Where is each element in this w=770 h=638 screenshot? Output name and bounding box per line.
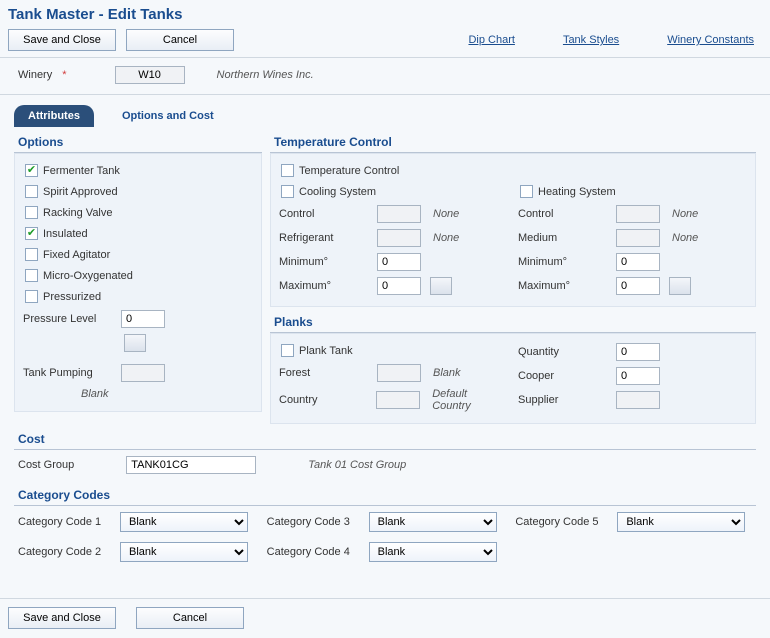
heating-control-input[interactable] <box>616 205 660 223</box>
country-label: Country <box>279 394 370 406</box>
cat5-label: Category Code 5 <box>515 516 611 528</box>
cancel-button-bottom[interactable]: Cancel <box>136 607 244 629</box>
chk-insulated[interactable]: ✔ <box>25 227 38 240</box>
cat2-select[interactable]: Blank <box>120 542 248 562</box>
cooper-label: Cooper <box>518 370 610 382</box>
heating-min-label: Minimum° <box>518 256 610 268</box>
save-close-button-bottom[interactable]: Save and Close <box>8 607 116 629</box>
lbl-spirit-approved: Spirit Approved <box>43 186 118 198</box>
chk-plank-tank[interactable] <box>281 344 294 357</box>
categories-heading: Category Codes <box>14 480 756 506</box>
lbl-fermenter-tank: Fermenter Tank <box>43 165 120 177</box>
cooling-control-input[interactable] <box>377 205 421 223</box>
cost-group-input[interactable] <box>126 456 256 474</box>
heating-min-input[interactable] <box>616 253 660 271</box>
tab-options-cost[interactable]: Options and Cost <box>108 105 228 127</box>
top-toolbar: Save and Close Cancel Dip Chart Tank Sty… <box>0 27 770 58</box>
save-close-button[interactable]: Save and Close <box>8 29 116 51</box>
cooling-refrigerant-label: Refrigerant <box>279 232 371 244</box>
lbl-cooling-system: Cooling System <box>299 186 376 198</box>
cat1-label: Category Code 1 <box>18 516 114 528</box>
lbl-temperature-control: Temperature Control <box>299 165 399 177</box>
chk-temperature-control[interactable] <box>281 164 294 177</box>
country-desc: Default Country <box>432 388 508 412</box>
lbl-heating-system: Heating System <box>538 186 616 198</box>
tab-attributes[interactable]: Attributes <box>14 105 94 127</box>
tank-pumping-input[interactable] <box>121 364 165 382</box>
cat5-select[interactable]: Blank <box>617 512 745 532</box>
cooling-control-desc: None <box>433 208 459 220</box>
winery-constants-link[interactable]: Winery Constants <box>667 34 754 46</box>
chk-racking-valve[interactable] <box>25 206 38 219</box>
forest-desc: Blank <box>433 367 461 379</box>
lbl-micro-oxygenated: Micro-Oxygenated <box>43 270 133 282</box>
cat2-label: Category Code 2 <box>18 546 114 558</box>
lbl-pressurized: Pressurized <box>43 291 101 303</box>
cooling-max-label: Maximum° <box>279 280 371 292</box>
cat3-select[interactable]: Blank <box>369 512 497 532</box>
page-title: Tank Master - Edit Tanks <box>0 0 770 27</box>
heating-max-input[interactable] <box>616 277 660 295</box>
bottom-toolbar: Save and Close Cancel <box>0 598 770 637</box>
cat1-select[interactable]: Blank <box>120 512 248 532</box>
cooling-min-label: Minimum° <box>279 256 371 268</box>
forest-input[interactable] <box>377 364 421 382</box>
lbl-insulated: Insulated <box>43 228 88 240</box>
quantity-input[interactable] <box>616 343 660 361</box>
quantity-label: Quantity <box>518 346 610 358</box>
supplier-input[interactable] <box>616 391 660 409</box>
heating-max-button[interactable] <box>669 277 691 295</box>
pressure-level-label: Pressure Level <box>23 313 115 325</box>
winery-description: Northern Wines Inc. <box>217 69 314 81</box>
heating-control-label: Control <box>518 208 610 220</box>
winery-label: Winery <box>18 69 52 81</box>
forest-label: Forest <box>279 367 371 379</box>
dip-chart-link[interactable]: Dip Chart <box>468 34 514 46</box>
cost-heading: Cost <box>14 424 756 450</box>
heating-control-desc: None <box>672 208 698 220</box>
cooling-max-input[interactable] <box>377 277 421 295</box>
cooper-input[interactable] <box>616 367 660 385</box>
required-asterisk: * <box>62 69 66 81</box>
supplier-label: Supplier <box>518 394 610 406</box>
heating-max-label: Maximum° <box>518 280 610 292</box>
cooling-refrigerant-desc: None <box>433 232 459 244</box>
chk-fixed-agitator[interactable] <box>25 248 38 261</box>
lbl-racking-valve: Racking Valve <box>43 207 113 219</box>
heating-medium-label: Medium <box>518 232 610 244</box>
cooling-min-input[interactable] <box>377 253 421 271</box>
planks-heading: Planks <box>270 307 756 333</box>
chk-pressurized[interactable] <box>25 290 38 303</box>
heating-medium-input[interactable] <box>616 229 660 247</box>
options-heading: Options <box>14 127 262 153</box>
chk-cooling-system[interactable] <box>281 185 294 198</box>
winery-input[interactable] <box>115 66 185 84</box>
tab-strip: Attributes Options and Cost <box>0 95 770 127</box>
cooling-max-button[interactable] <box>430 277 452 295</box>
chk-micro-oxygenated[interactable] <box>25 269 38 282</box>
cat4-label: Category Code 4 <box>267 546 363 558</box>
cat4-select[interactable]: Blank <box>369 542 497 562</box>
cooling-control-label: Control <box>279 208 371 220</box>
temp-heading: Temperature Control <box>270 127 756 153</box>
chk-fermenter-tank[interactable]: ✔ <box>25 164 38 177</box>
tank-styles-link[interactable]: Tank Styles <box>563 34 619 46</box>
tank-pumping-label: Tank Pumping <box>23 367 115 379</box>
cost-group-desc: Tank 01 Cost Group <box>308 459 406 471</box>
pressure-level-input[interactable] <box>121 310 165 328</box>
chk-heating-system[interactable] <box>520 185 533 198</box>
tank-pumping-desc: Blank <box>81 388 109 400</box>
winery-row: Winery * Northern Wines Inc. <box>0 58 770 95</box>
lbl-fixed-agitator: Fixed Agitator <box>43 249 110 261</box>
country-input[interactable] <box>376 391 420 409</box>
pressure-level-lookup-button[interactable] <box>124 334 146 352</box>
lbl-plank-tank: Plank Tank <box>299 345 353 357</box>
cancel-button[interactable]: Cancel <box>126 29 234 51</box>
chk-spirit-approved[interactable] <box>25 185 38 198</box>
cost-group-label: Cost Group <box>18 459 74 471</box>
cat3-label: Category Code 3 <box>267 516 363 528</box>
cooling-refrigerant-input[interactable] <box>377 229 421 247</box>
heating-medium-desc: None <box>672 232 698 244</box>
